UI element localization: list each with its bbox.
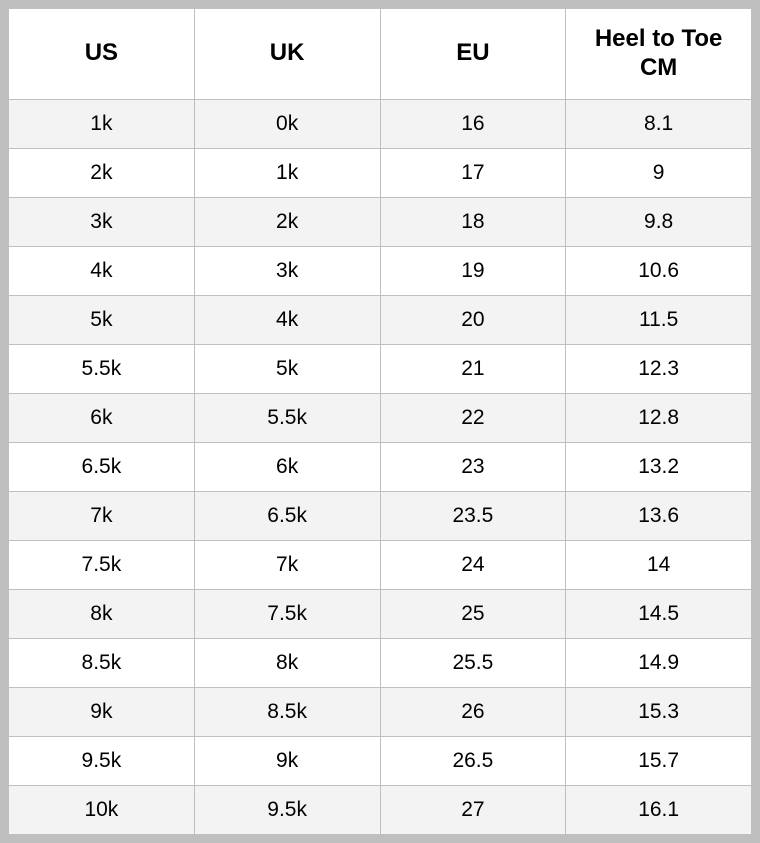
table-cell: 5k	[194, 344, 380, 393]
table-row: 3k2k189.8	[9, 197, 752, 246]
table-cell: 5.5k	[9, 344, 195, 393]
table-cell: 5k	[9, 295, 195, 344]
table-cell: 8k	[9, 589, 195, 638]
table-cell: 15.3	[566, 687, 752, 736]
table-cell: 7k	[194, 540, 380, 589]
table-cell: 24	[380, 540, 566, 589]
table-cell: 27	[380, 785, 566, 834]
table-cell: 7k	[9, 491, 195, 540]
table-cell: 1k	[9, 99, 195, 148]
table-row: 2k1k179	[9, 148, 752, 197]
table-cell: 9k	[194, 736, 380, 785]
table-row: 5.5k5k2112.3	[9, 344, 752, 393]
table-cell: 5.5k	[194, 393, 380, 442]
table-row: 7.5k7k2414	[9, 540, 752, 589]
header-row: US UK EU Heel to Toe CM	[9, 9, 752, 100]
table-cell: 0k	[194, 99, 380, 148]
table-header: US UK EU Heel to Toe CM	[9, 9, 752, 100]
table-cell: 8k	[194, 638, 380, 687]
table-cell: 16.1	[566, 785, 752, 834]
table-body: 1k0k168.12k1k1793k2k189.84k3k1910.65k4k2…	[9, 99, 752, 834]
table-cell: 23	[380, 442, 566, 491]
table-cell: 14	[566, 540, 752, 589]
table-cell: 14.5	[566, 589, 752, 638]
size-conversion-table: US UK EU Heel to Toe CM 1k0k168.12k1k179…	[8, 8, 752, 835]
table-cell: 8.5k	[194, 687, 380, 736]
table-cell: 9.5k	[194, 785, 380, 834]
table-cell: 2k	[194, 197, 380, 246]
table-cell: 6.5k	[9, 442, 195, 491]
table-row: 8.5k8k25.514.9	[9, 638, 752, 687]
table-row: 5k4k2011.5	[9, 295, 752, 344]
table-cell: 6.5k	[194, 491, 380, 540]
table-cell: 8.1	[566, 99, 752, 148]
table-cell: 25	[380, 589, 566, 638]
table-row: 7k6.5k23.513.6	[9, 491, 752, 540]
table-cell: 11.5	[566, 295, 752, 344]
table-row: 9k8.5k2615.3	[9, 687, 752, 736]
table-cell: 9.8	[566, 197, 752, 246]
table-row: 9.5k9k26.515.7	[9, 736, 752, 785]
table-row: 6.5k6k2313.2	[9, 442, 752, 491]
header-heel-to-toe: Heel to Toe CM	[566, 9, 752, 100]
table-cell: 15.7	[566, 736, 752, 785]
table-cell: 4k	[9, 246, 195, 295]
table-cell: 3k	[194, 246, 380, 295]
table-row: 10k9.5k2716.1	[9, 785, 752, 834]
table-cell: 17	[380, 148, 566, 197]
table-cell: 19	[380, 246, 566, 295]
table-cell: 6k	[9, 393, 195, 442]
table-cell: 13.6	[566, 491, 752, 540]
table-row: 8k7.5k2514.5	[9, 589, 752, 638]
table-cell: 12.3	[566, 344, 752, 393]
table-cell: 7.5k	[194, 589, 380, 638]
table-cell: 16	[380, 99, 566, 148]
header-eu: EU	[380, 9, 566, 100]
table-cell: 23.5	[380, 491, 566, 540]
table-cell: 18	[380, 197, 566, 246]
table-cell: 9k	[9, 687, 195, 736]
table-cell: 21	[380, 344, 566, 393]
table-cell: 6k	[194, 442, 380, 491]
table-cell: 14.9	[566, 638, 752, 687]
table-cell: 1k	[194, 148, 380, 197]
table-cell: 26	[380, 687, 566, 736]
table-cell: 2k	[9, 148, 195, 197]
table-cell: 7.5k	[9, 540, 195, 589]
table-cell: 22	[380, 393, 566, 442]
table-cell: 12.8	[566, 393, 752, 442]
table-row: 1k0k168.1	[9, 99, 752, 148]
table-cell: 10k	[9, 785, 195, 834]
table-cell: 10.6	[566, 246, 752, 295]
table-cell: 25.5	[380, 638, 566, 687]
table-row: 6k5.5k2212.8	[9, 393, 752, 442]
table-cell: 9.5k	[9, 736, 195, 785]
table-cell: 13.2	[566, 442, 752, 491]
table-row: 4k3k1910.6	[9, 246, 752, 295]
table-cell: 8.5k	[9, 638, 195, 687]
table-cell: 4k	[194, 295, 380, 344]
table-cell: 26.5	[380, 736, 566, 785]
table-cell: 9	[566, 148, 752, 197]
table-cell: 3k	[9, 197, 195, 246]
header-us: US	[9, 9, 195, 100]
table-cell: 20	[380, 295, 566, 344]
header-uk: UK	[194, 9, 380, 100]
